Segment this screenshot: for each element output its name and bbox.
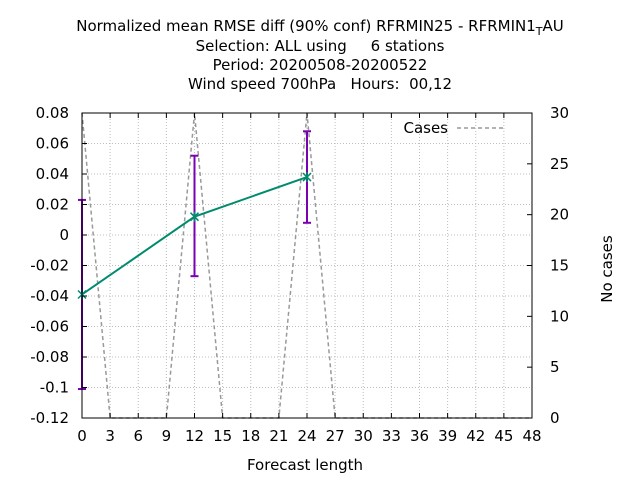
y-tick-label: -0.02 bbox=[30, 257, 69, 275]
y2-tick-label: 0 bbox=[550, 409, 560, 427]
x-tick-label: 18 bbox=[241, 427, 260, 445]
x-tick-label: 0 bbox=[77, 427, 87, 445]
x-tick-label: 48 bbox=[522, 427, 541, 445]
x-tick-label: 30 bbox=[354, 427, 373, 445]
y-tick-label: -0.08 bbox=[30, 348, 69, 366]
x-tick-label: 12 bbox=[185, 427, 204, 445]
y2-axis-title: No cases bbox=[598, 235, 616, 303]
x-tick-label: 39 bbox=[438, 427, 457, 445]
legend: Cases bbox=[403, 119, 506, 137]
y-tick-label: -0.1 bbox=[40, 379, 69, 397]
y-tick-label: 0 bbox=[59, 226, 69, 244]
y2-tick-label: 25 bbox=[550, 155, 569, 173]
y2-tick-label: 10 bbox=[550, 307, 569, 325]
y-tick-label: 0.06 bbox=[36, 135, 69, 153]
x-tick-label: 33 bbox=[382, 427, 401, 445]
y-tick-label: 0.02 bbox=[36, 196, 69, 214]
x-tick-label: 27 bbox=[326, 427, 345, 445]
y2-tick-label: 5 bbox=[550, 358, 560, 376]
y-tick-label: -0.06 bbox=[30, 318, 69, 336]
data-point bbox=[189, 211, 200, 222]
y2-tick-label: 15 bbox=[550, 257, 569, 275]
chart-subtitle-selection: Selection: ALL using 6 stations bbox=[195, 37, 445, 55]
x-tick-label: 9 bbox=[162, 427, 172, 445]
x-tick-label: 15 bbox=[213, 427, 232, 445]
x-tick-label: 24 bbox=[297, 427, 316, 445]
axes: 0 3 6 9 12 15 18 21 24 27 30 33 36 39 42 45 48-0.12-0.1-… bbox=[30, 104, 569, 445]
chart-subtitle-parameter: Wind speed 700hPa Hours: 00,12 bbox=[187, 75, 453, 93]
y-tick-label: 0.08 bbox=[36, 104, 69, 122]
x-tick-label: 21 bbox=[269, 427, 288, 445]
x-axis-title: Forecast length bbox=[246, 456, 364, 474]
data-point bbox=[302, 172, 312, 183]
legend-label-cases: Cases bbox=[403, 119, 448, 137]
y2-tick-label: 30 bbox=[550, 104, 569, 122]
chart-title: Normalized mean RMSE diff (90% conf) RFR… bbox=[76, 17, 564, 39]
y2-tick-label: 20 bbox=[550, 206, 569, 224]
y-tick-label: -0.12 bbox=[30, 409, 69, 427]
x-tick-label: 3 bbox=[105, 427, 115, 445]
y-tick-label: -0.04 bbox=[30, 287, 69, 305]
x-tick-label: 36 bbox=[410, 427, 429, 445]
x-tick-label: 45 bbox=[494, 427, 513, 445]
y-tick-label: 0.04 bbox=[36, 165, 69, 183]
x-tick-label: 42 bbox=[466, 427, 485, 445]
chart-subtitle-period: Period: 20200508-20200522 bbox=[212, 56, 428, 74]
x-tick-label: 6 bbox=[133, 427, 143, 445]
